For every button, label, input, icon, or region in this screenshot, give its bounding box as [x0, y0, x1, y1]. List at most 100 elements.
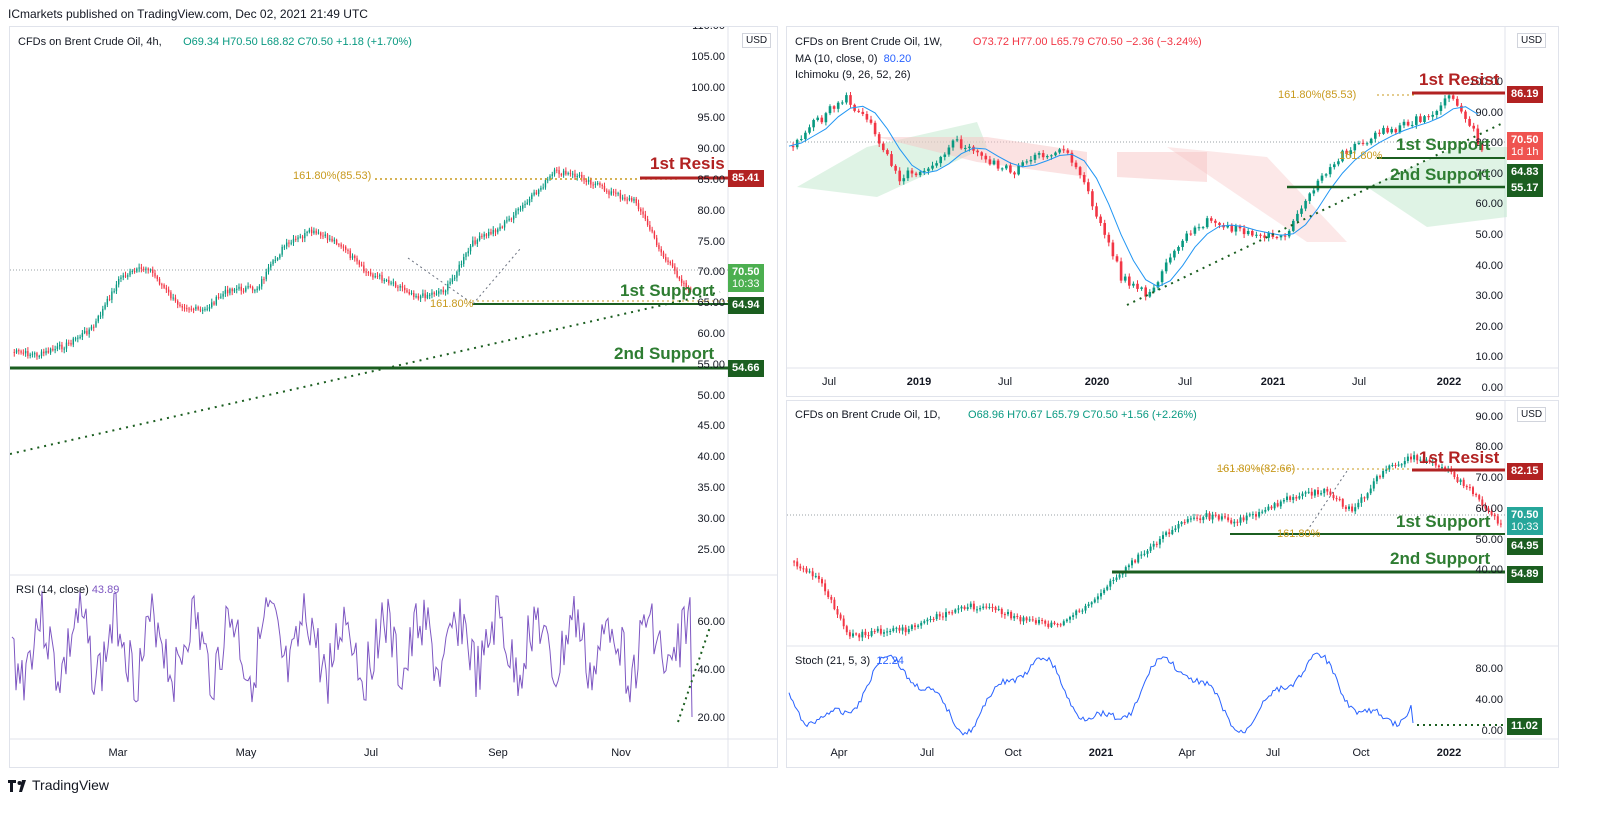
candle-body [233, 289, 236, 292]
candle-body [342, 246, 345, 248]
candle-body [1349, 150, 1352, 154]
stoch-line [788, 652, 1414, 736]
candle-body [662, 252, 665, 257]
candle-body [1245, 515, 1248, 521]
x-axis-tick: Jul [997, 376, 1013, 388]
candle-body [179, 304, 181, 307]
candle-body [106, 298, 109, 305]
candle-body [1208, 513, 1211, 520]
candle-body [980, 152, 983, 156]
candle-body [1093, 599, 1096, 603]
candle-body [1202, 517, 1205, 521]
candle-body [1415, 116, 1418, 125]
candle-body [152, 269, 154, 274]
chart-4h-panel[interactable]: CFDs on Brent Crude Oil, 4h, O69.34 H70.… [9, 26, 778, 768]
candle-body [1398, 125, 1402, 133]
candle-body [56, 346, 59, 350]
candle-body [365, 271, 367, 273]
candle-body [24, 350, 27, 354]
currency-label[interactable]: USD [1517, 407, 1547, 422]
currency-label[interactable]: USD [742, 33, 772, 48]
candle-body [939, 156, 942, 164]
chart-4h-canvas[interactable] [10, 27, 777, 767]
fib-extension-label: 161.80%(85.53) [1278, 89, 1357, 101]
candle-body [267, 267, 270, 272]
candle-body [138, 267, 140, 269]
candle-body [824, 113, 828, 123]
candle-body [997, 609, 1000, 611]
fib-tool-line [472, 248, 521, 305]
candle-body [1146, 550, 1149, 554]
y-axis-tick: 0.00 [1481, 725, 1503, 737]
candle-body [1264, 509, 1267, 512]
candle-body [931, 165, 934, 169]
candle-body [313, 230, 315, 234]
candle-body [208, 307, 211, 309]
candle-body [1425, 459, 1428, 461]
candle-body [501, 226, 504, 228]
candle-body [422, 293, 424, 297]
candle-body [136, 268, 138, 272]
candle-body [1224, 516, 1226, 518]
candle-body [465, 253, 467, 257]
candle-body [1230, 520, 1233, 524]
chart-1w-panel[interactable]: CFDs on Brent Crude Oil, 1W, O73.72 H77.… [786, 26, 1559, 397]
currency-label[interactable]: USD [1517, 33, 1547, 48]
candle-body [1310, 491, 1313, 496]
chart-1w-canvas[interactable] [787, 27, 1558, 396]
candle-body [326, 234, 329, 240]
candle-body [1478, 495, 1481, 500]
candle-body [1107, 234, 1111, 243]
candle-body [90, 326, 93, 330]
y-axis-tick: 75.00 [697, 235, 725, 248]
candle-body [957, 608, 960, 610]
candle-body [680, 278, 683, 283]
candle-body [1242, 517, 1245, 521]
candle-body [985, 606, 988, 608]
candle-body [1317, 490, 1319, 495]
candle-body [18, 350, 20, 352]
y-axis-tick: 40.00 [1475, 694, 1503, 706]
candle-body [890, 154, 893, 166]
candle-body [889, 630, 892, 632]
candle-body [1246, 230, 1250, 235]
candle-body [1456, 477, 1459, 483]
candle-body [683, 282, 685, 284]
candle-body [1375, 476, 1378, 482]
candle-body [1037, 153, 1041, 155]
footer-brand[interactable]: TradingView [8, 777, 109, 793]
candle-body [1416, 455, 1419, 461]
candle-body [917, 625, 920, 627]
candle-body [272, 260, 274, 265]
candle-body [1439, 105, 1443, 111]
candle-body [213, 302, 215, 305]
chart-1d-panel[interactable]: CFDs on Brent Crude Oil, 1D, O68.96 H70.… [786, 400, 1559, 768]
candle-body [460, 263, 463, 265]
y-axis-tick: 90.00 [1475, 410, 1503, 423]
stoch-legend: Stoch (21, 5, 3) 12.24 [795, 655, 904, 667]
candle-body [515, 210, 517, 216]
candle-body [1406, 456, 1409, 461]
candle-body [966, 607, 969, 609]
fib-extension-label: 161.80%(85.53) [293, 170, 372, 182]
candle-body [406, 290, 408, 292]
candle-body [1453, 471, 1456, 478]
candle-body [906, 170, 910, 179]
y-axis-tick: 70.00 [1475, 167, 1503, 180]
candle-body [415, 296, 417, 298]
candle-body [1056, 624, 1059, 626]
candle-body [1413, 455, 1416, 460]
chart-1d-canvas[interactable] [787, 401, 1558, 767]
candle-body [447, 283, 449, 291]
candle-body [1312, 190, 1316, 194]
candle-body [88, 329, 90, 335]
candle-body [499, 226, 501, 230]
resistance-price-badge: 85.41 [728, 170, 764, 187]
candle-body [1490, 510, 1493, 515]
candle-body [1046, 156, 1049, 158]
candle-body [65, 342, 68, 349]
candle-body [628, 198, 631, 200]
candle-body [54, 349, 56, 351]
candle-body [1428, 459, 1431, 462]
candle-body [1406, 121, 1410, 126]
